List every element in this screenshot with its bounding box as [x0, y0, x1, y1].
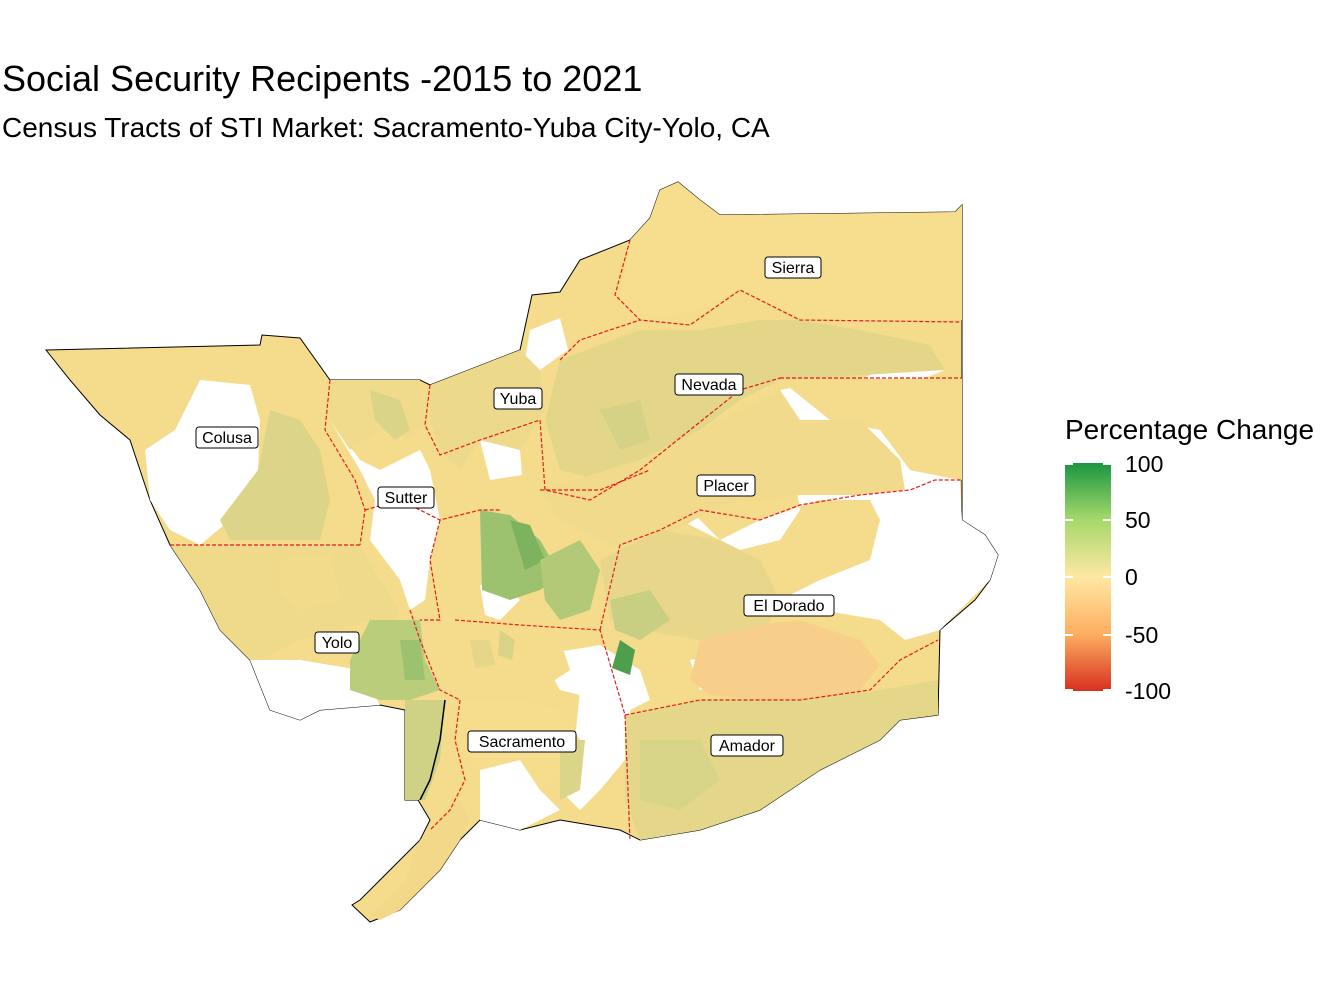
county-label-el-dorado: El Dorado	[743, 594, 835, 617]
tract-shading	[170, 182, 962, 920]
legend-title: Percentage Change	[1065, 414, 1315, 445]
legend-label-0: 0	[1125, 564, 1138, 590]
legend-tick	[1065, 689, 1073, 691]
map-title: Social Security Recipents -2015 to 2021	[2, 58, 643, 99]
county-label-sierra-text: Sierra	[772, 260, 815, 277]
county-label-placer: Placer	[696, 474, 756, 497]
legend-tick	[1103, 634, 1111, 636]
county-label-sutter: Sutter	[377, 486, 435, 509]
river-line	[419, 699, 446, 801]
county-label-yuba-text: Yuba	[500, 391, 537, 408]
legend-tick	[1103, 463, 1111, 465]
legend-tick	[1065, 576, 1073, 578]
legend-tick	[1103, 576, 1111, 578]
county-label-placer-text: Placer	[703, 478, 749, 495]
county-label-el-dorado-text: El Dorado	[753, 598, 824, 615]
legend-tick	[1103, 519, 1111, 521]
county-label-yolo-text: Yolo	[322, 635, 353, 652]
county-label-yolo: Yolo	[314, 631, 360, 654]
map-subtitle: Census Tracts of STI Market: Sacramento-…	[2, 112, 770, 143]
county-label-sierra: Sierra	[764, 256, 822, 279]
county-label-sacramento-text: Sacramento	[479, 734, 565, 751]
county-label-nevada: Nevada	[674, 373, 744, 396]
county-label-sutter-text: Sutter	[385, 490, 428, 507]
legend-tick	[1103, 689, 1111, 691]
county-label-sacramento: Sacramento	[467, 730, 577, 753]
legend-label-50: 50	[1125, 507, 1151, 533]
county-label-yuba: Yuba	[493, 387, 543, 410]
legend-tick	[1065, 463, 1073, 465]
county-label-nevada-text: Nevada	[681, 377, 736, 394]
legend-tick	[1065, 519, 1073, 521]
county-label-colusa: Colusa	[195, 426, 259, 449]
legend-label-100: 100	[1125, 451, 1164, 477]
county-label-colusa-text: Colusa	[202, 430, 252, 447]
county-label-amador: Amador	[710, 734, 784, 757]
legend-tick	[1065, 634, 1073, 636]
county-label-amador-text: Amador	[719, 738, 776, 755]
legend-label-minus-50: -50	[1125, 622, 1159, 648]
legend-label-minus-100: -100	[1125, 678, 1172, 704]
